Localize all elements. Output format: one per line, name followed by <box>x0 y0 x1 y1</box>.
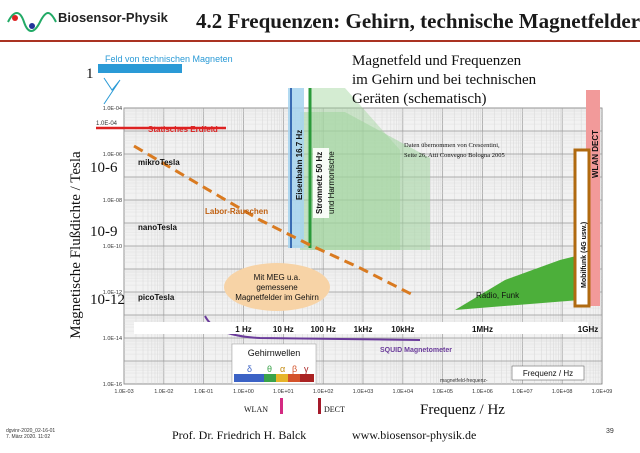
gehirnwellen-label: Gehirnwellen <box>248 348 301 358</box>
wlan-label: WLAN <box>244 405 268 414</box>
meg-ellipse <box>224 263 330 311</box>
source-note-2: Seite 26, Atti Convegno Bologna 2005 <box>404 152 505 159</box>
x-tick-label: 1.0E+00 <box>233 389 254 395</box>
wlan-dect-label: WLAN DECT <box>591 130 600 178</box>
footer-date: dgvinr-2020_02-16-01 7. März 2020. 11:02 <box>6 428 55 440</box>
nano-label: nanoTesla <box>138 223 178 232</box>
stromnetz-label: Stromnetz 50 Hz <box>315 152 324 214</box>
labor-label: Labor-Rauschen <box>205 207 268 216</box>
wlan-marker <box>280 398 283 414</box>
mobilfunk-label: Mobilfunk (4G usw.) <box>581 222 588 288</box>
wave-alpha <box>276 374 288 382</box>
y-big-3: 10-9 <box>90 224 118 240</box>
radio-label: Radio, Funk <box>476 291 520 300</box>
frequency-label: 100 Hz <box>310 325 335 334</box>
footer-date-line: 7. März 2020. 11:02 <box>6 434 51 440</box>
chart-title-line: Magnetfeld und Frequenzen <box>352 53 522 69</box>
tech-magnet-bar <box>98 64 182 73</box>
freq-inner-box <box>511 365 585 381</box>
stromnetz-box <box>313 148 329 218</box>
frequency-label: 1 Hz <box>235 325 251 334</box>
freq-label-bar <box>134 322 588 334</box>
y-big-2: 10-6 <box>90 160 118 176</box>
x-tick-label: 1.0E-02 <box>154 389 173 395</box>
greek-theta: θ <box>267 364 272 374</box>
harmonics-area-2 <box>310 88 400 250</box>
radio-area <box>455 255 580 310</box>
logo <box>6 6 182 38</box>
frequency-labels: 1 Hz 10 Hz 100 Hz 1kHz 10kHz 1MHz 1GHz <box>235 325 598 334</box>
y-1e-minus4-label: 1.0E-04 <box>96 121 118 127</box>
y-tick-label: 1.0E-12 <box>103 290 122 296</box>
dect-label: DECT <box>324 405 345 414</box>
frequency-label: 1GHz <box>578 325 598 334</box>
chart-title: Magnetfeld und Frequenzen im Gehirn und … <box>352 52 536 109</box>
meg-line-2: gemessene <box>256 283 298 292</box>
wave-delta <box>234 374 264 382</box>
x-tick-label: 1.0E+03 <box>353 389 374 395</box>
meg-line-1: Mit MEG u.a. <box>254 273 301 282</box>
source-note-1: Daten übernommen von Crescentini, <box>404 142 500 149</box>
x-tick-label: 1.0E+01 <box>273 389 294 395</box>
x-axis-title: Frequenz / Hz <box>420 402 505 418</box>
harmonische-label: und Harmonische <box>327 151 336 214</box>
squid-label: SQUID Magnetometer <box>380 347 452 354</box>
mobilfunk-box <box>573 148 591 308</box>
frequency-label: 10 Hz <box>273 325 294 334</box>
chart-title-line: im Gehirn und bei technischen <box>352 72 537 88</box>
harmonics-area <box>300 112 430 250</box>
statisch-label: Statisches Erdfeld <box>148 125 218 134</box>
page-number: 39 <box>606 428 614 435</box>
magnetfeld-freq-label: magnetfeld-frequenz- <box>440 378 488 384</box>
y-tick-label: 1.0E-14 <box>103 336 122 342</box>
greek-beta: β <box>292 364 297 374</box>
x-tick-label: 1.0E+04 <box>393 389 414 395</box>
logo-wave-icon <box>7 12 57 32</box>
greek-delta: δ <box>247 364 252 374</box>
wave-gamma <box>300 374 314 382</box>
dect-marker <box>318 398 321 414</box>
x-tick-labels: 1.0E-03 1.0E-02 1.0E-01 1.0E+00 1.0E+01 1.0E+… <box>114 389 612 395</box>
footer-website: www.biosensor-physik.de <box>352 428 477 442</box>
logo-text: Biosensor-Physik <box>58 10 168 25</box>
x-tick-label: 1.0E-03 <box>114 389 133 395</box>
y-axis-title: Magnetische Flußdichte / Tesla <box>68 151 84 339</box>
y-tick-label: 1.0E-10 <box>103 244 122 250</box>
meg-line-3: Magnetfelder im Gehirn <box>235 293 319 302</box>
frequency-label: 10kHz <box>391 325 414 334</box>
y-tick-label: 1.0E-08 <box>103 198 122 204</box>
y-big-1: 1 <box>86 66 94 82</box>
tech-magnet-zigzag <box>103 77 121 105</box>
chart-title-line: Geräten (schematisch) <box>352 91 487 107</box>
x-tick-label: 1.0E+07 <box>512 389 533 395</box>
pico-label: picoTesla <box>138 293 175 302</box>
y-tick-label: 1.0E-06 <box>103 152 122 158</box>
greek-alpha: α <box>280 364 285 374</box>
y-tick-label: 1.0E-04 <box>103 106 122 112</box>
freq-inner-label: Frequenz / Hz <box>523 369 573 378</box>
footer-author: Prof. Dr. Friedrich H. Balck <box>172 428 307 442</box>
footer-date-line: dgvinr-2020_02-16-01 <box>6 428 56 434</box>
x-tick-label: 1.0E+09 <box>592 389 613 395</box>
wave-theta <box>264 374 276 382</box>
greek-gamma: γ <box>304 364 309 374</box>
x-tick-label: 1.0E+02 <box>313 389 334 395</box>
frequency-label: 1kHz <box>354 325 373 334</box>
feld-von-label: Feld von technischen Magneten <box>105 54 233 64</box>
wave-beta <box>288 374 300 382</box>
x-tick-label: 1.0E+08 <box>552 389 573 395</box>
slide-title: 4.2 Frequenzen: Gehirn, technische Magne… <box>196 9 640 33</box>
y-tick-label: 1.0E-16 <box>103 382 122 388</box>
frequency-label: 1MHz <box>472 325 493 334</box>
x-tick-label: 1.0E+06 <box>472 389 493 395</box>
y-big-4: 10-12 <box>90 292 125 308</box>
mikro-label: mikroTesla <box>138 158 180 167</box>
x-tick-label: 1.0E+05 <box>432 389 453 395</box>
y-tick-labels: 1.0E-04 1.0E-06 1.0E-08 1.0E-10 1.0E-12 1.0E-… <box>103 106 122 388</box>
x-tick-label: 1.0E-01 <box>194 389 213 395</box>
eisenbahn-label: Eisenbahn 16.7 Hz <box>295 130 304 200</box>
title-divider <box>0 40 640 42</box>
